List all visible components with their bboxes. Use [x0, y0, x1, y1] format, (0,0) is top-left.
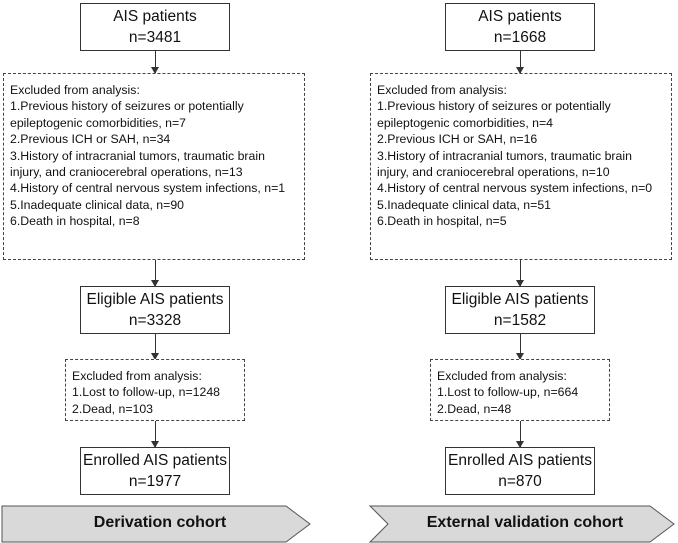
validation-start-box: AIS patients n=1668 [445, 3, 595, 51]
derivation-exclusion-item: 5.Inadequate clinical data, n=90 [10, 197, 184, 212]
derivation-arrow-4 [151, 421, 159, 448]
derivation-banner-shape [1, 505, 311, 543]
validation-banner-shape [368, 505, 675, 543]
validation-arrow-3 [516, 334, 524, 360]
derivation-exclusion-heading: Excluded from analysis: [10, 83, 140, 97]
derivation-exclusion-item: 2.Previous ICH or SAH, n=34 [10, 132, 171, 147]
validation-followup-item: 2.Dead, n=48 [437, 401, 512, 416]
validation-enrolled-box: Enrolled AIS patients n=870 [445, 447, 595, 495]
validation-exclusion-item: injury, and craniocerebral operations, n… [377, 165, 610, 180]
derivation-enrolled-title: Enrolled AIS patients [83, 452, 227, 469]
derivation-start-box: AIS patients n=3481 [80, 3, 230, 51]
derivation-exclusion-item: epileptogenic comorbidities, n=7 [10, 115, 187, 130]
derivation-followup-heading: Excluded from analysis: [72, 369, 202, 383]
validation-followup-heading: Excluded from analysis: [437, 369, 567, 383]
validation-exclusion-item: 3.History of intracranial tumors, trauma… [377, 148, 632, 163]
validation-exclusion-item: 1.Previous history of seizures or potent… [377, 99, 611, 114]
derivation-eligible-box: Eligible AIS patients n=3328 [80, 286, 230, 334]
validation-exclusion-item: 6.Death in hospital, n=5 [377, 214, 507, 229]
derivation-followup-exclusion-box: Excluded from analysis: 1.Lost to follow… [65, 359, 245, 421]
validation-arrow-2 [516, 260, 524, 287]
validation-exclusion-box: Excluded from analysis: 1.Previous histo… [370, 73, 672, 260]
validation-banner-label: External validation cohort [426, 514, 624, 531]
derivation-exclusion-item: injury, and craniocerebral operations, n… [10, 165, 243, 180]
derivation-exclusion-item: 1.Previous history of seizures or potent… [10, 99, 244, 114]
validation-exclusion-item: epileptogenic comorbidities, n=4 [377, 115, 554, 130]
derivation-exclusion-box: Excluded from analysis: 1.Previous histo… [3, 73, 305, 260]
validation-exclusion-item: 5.Inadequate clinical data, n=51 [377, 197, 551, 212]
validation-exclusion-item: 4.History of central nervous system infe… [377, 181, 653, 196]
validation-arrow-4 [516, 421, 524, 448]
derivation-followup-item: 2.Dead, n=103 [72, 401, 154, 416]
validation-followup-item: 1.Lost to follow-up, n=664 [437, 385, 579, 400]
derivation-start-count: n=3481 [128, 29, 182, 46]
validation-followup-exclusion-box: Excluded from analysis: 1.Lost to follow… [430, 359, 610, 421]
validation-eligible-box: Eligible AIS patients n=1582 [445, 286, 595, 334]
validation-start-count: n=1668 [493, 29, 547, 46]
validation-arrow-1 [516, 51, 524, 74]
derivation-followup-item: 1.Lost to follow-up, n=1248 [72, 385, 221, 400]
derivation-exclusion-item: 6.Death in hospital, n=8 [10, 214, 140, 229]
derivation-eligible-count: n=3328 [128, 312, 182, 329]
derivation-eligible-title: Eligible AIS patients [86, 291, 224, 308]
validation-start-title: AIS patients [478, 8, 562, 25]
derivation-arrow-3 [151, 334, 159, 360]
derivation-start-title: AIS patients [113, 8, 197, 25]
derivation-banner-label: Derivation cohort [93, 514, 227, 531]
derivation-enrolled-count: n=1977 [128, 473, 182, 490]
validation-eligible-count: n=1582 [493, 312, 547, 329]
derivation-enrolled-box: Enrolled AIS patients n=1977 [80, 447, 230, 495]
derivation-arrow-2 [151, 260, 159, 287]
derivation-exclusion-item: 3.History of intracranial tumors, trauma… [10, 148, 265, 163]
validation-eligible-title: Eligible AIS patients [451, 291, 589, 308]
validation-enrolled-title: Enrolled AIS patients [448, 452, 592, 469]
validation-exclusion-heading: Excluded from analysis: [377, 83, 507, 97]
derivation-exclusion-item: 4.History of central nervous system infe… [10, 181, 286, 196]
derivation-arrow-1 [151, 51, 159, 74]
validation-enrolled-count: n=870 [498, 473, 542, 490]
validation-exclusion-item: 2.Previous ICH or SAH, n=16 [377, 132, 538, 147]
